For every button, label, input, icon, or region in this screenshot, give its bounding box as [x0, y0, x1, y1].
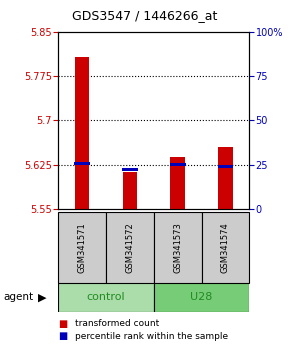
- Text: GSM341572: GSM341572: [125, 222, 134, 273]
- Text: ■: ■: [58, 319, 67, 329]
- Bar: [74, 162, 90, 165]
- Text: transformed count: transformed count: [75, 319, 160, 329]
- Text: control: control: [86, 292, 125, 302]
- Text: GDS3547 / 1446266_at: GDS3547 / 1446266_at: [72, 9, 218, 22]
- Bar: [170, 163, 186, 166]
- Bar: [75, 57, 89, 209]
- Bar: [123, 172, 137, 209]
- Bar: [58, 212, 106, 283]
- Text: GSM341574: GSM341574: [221, 222, 230, 273]
- Bar: [154, 283, 249, 312]
- Bar: [106, 212, 154, 283]
- Text: percentile rank within the sample: percentile rank within the sample: [75, 332, 229, 341]
- Text: agent: agent: [3, 292, 33, 302]
- Bar: [58, 283, 154, 312]
- Bar: [171, 157, 185, 209]
- Text: U28: U28: [190, 292, 213, 302]
- Bar: [202, 212, 249, 283]
- Bar: [218, 165, 233, 168]
- Text: GSM341571: GSM341571: [77, 222, 86, 273]
- Text: GSM341573: GSM341573: [173, 222, 182, 273]
- Text: ▶: ▶: [38, 292, 46, 302]
- Bar: [218, 147, 233, 209]
- Bar: [122, 168, 138, 171]
- Text: ■: ■: [58, 331, 67, 341]
- Bar: [154, 212, 202, 283]
